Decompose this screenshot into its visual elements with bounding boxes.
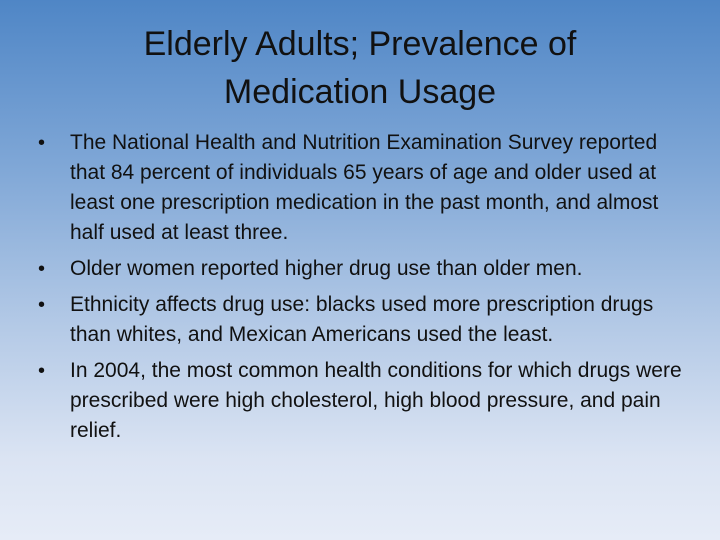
bullet-text: In 2004, the most common health conditio… bbox=[70, 359, 682, 442]
bullet-item: • In 2004, the most common health condit… bbox=[36, 356, 686, 446]
bullet-text: Ethnicity affects drug use: blacks used … bbox=[70, 293, 654, 346]
bullet-item: • Older women reported higher drug use t… bbox=[36, 254, 686, 284]
bullet-item: • The National Health and Nutrition Exam… bbox=[36, 128, 686, 248]
bullet-item: • Ethnicity affects drug use: blacks use… bbox=[36, 290, 686, 350]
bullet-list: • The National Health and Nutrition Exam… bbox=[36, 128, 686, 452]
bullet-icon: • bbox=[38, 360, 46, 382]
title-line-2: Medication Usage bbox=[223, 73, 497, 111]
slide-title: Elderly Adults; Prevalence of Medication… bbox=[60, 20, 660, 116]
bullet-icon: • bbox=[38, 132, 46, 154]
bullet-icon: • bbox=[38, 294, 46, 316]
bullet-icon: • bbox=[38, 258, 46, 280]
bullet-text: The National Health and Nutrition Examin… bbox=[70, 131, 659, 244]
title-line-1: Elderly Adults; Prevalence of bbox=[143, 25, 577, 63]
bullet-text: Older women reported higher drug use tha… bbox=[70, 257, 583, 280]
